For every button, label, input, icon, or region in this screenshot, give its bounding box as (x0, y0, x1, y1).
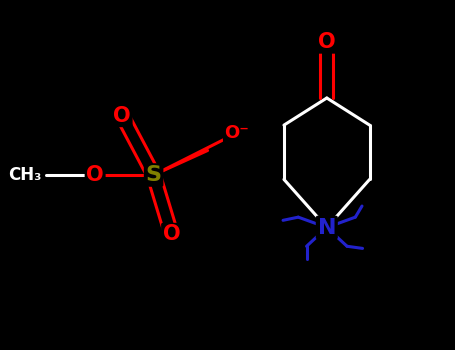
Text: O⁻: O⁻ (224, 124, 249, 142)
Text: CH₃: CH₃ (8, 166, 41, 184)
Text: O: O (113, 105, 131, 126)
Text: N: N (318, 217, 336, 238)
Text: S: S (146, 165, 162, 185)
Text: O: O (86, 165, 104, 185)
Text: O: O (163, 224, 181, 245)
Text: O: O (318, 32, 336, 52)
